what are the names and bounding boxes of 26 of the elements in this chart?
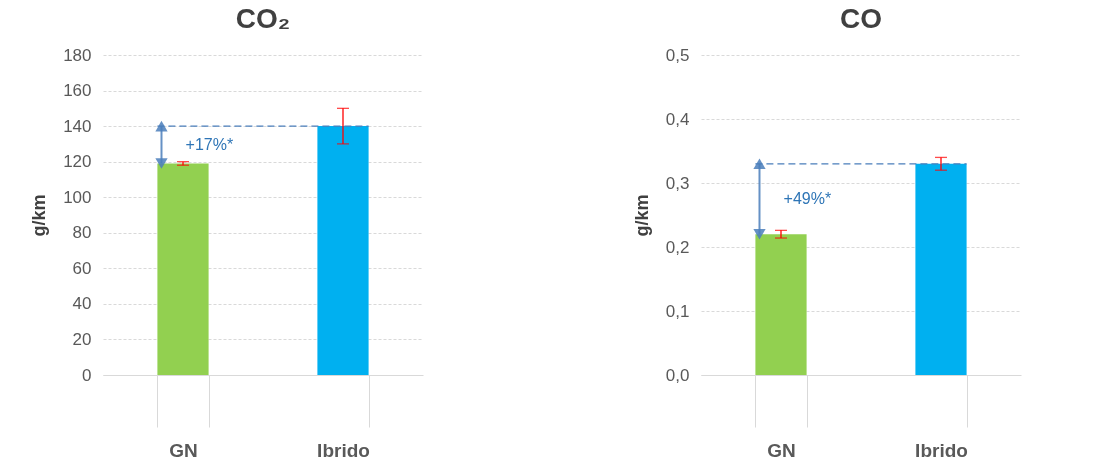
x-tick-label: Ibrido bbox=[317, 439, 370, 461]
y-tick-label: 80 bbox=[72, 223, 92, 243]
chart-title: CO bbox=[840, 3, 882, 34]
annotation: +17%* bbox=[185, 135, 234, 153]
y-tick-label: 20 bbox=[72, 329, 92, 349]
y-tick-label: 0,3 bbox=[665, 173, 690, 193]
y-tick-label: 0,2 bbox=[665, 237, 690, 257]
annotation: +49%* bbox=[783, 190, 832, 207]
y-tick-label: 0,1 bbox=[665, 301, 690, 321]
y-tick-label: 60 bbox=[72, 258, 92, 278]
y-tick-label: 160 bbox=[63, 81, 92, 101]
y-tick-label: 100 bbox=[63, 187, 92, 207]
y-axis-title: g/km bbox=[631, 194, 652, 237]
y-tick-label: 180 bbox=[63, 45, 92, 65]
y-tick-label: 0 bbox=[82, 365, 92, 385]
x-tick-label: GN bbox=[169, 439, 198, 461]
y-tick-label: 0,5 bbox=[665, 45, 690, 65]
y-tick-label: 40 bbox=[72, 294, 92, 314]
y-axis-title: g/km bbox=[29, 194, 50, 237]
x-tick-label: GN bbox=[767, 439, 796, 461]
chart-title: CO₂ bbox=[235, 3, 291, 34]
y-tick-label: 0,4 bbox=[665, 109, 690, 129]
y-tick-label: 0,0 bbox=[665, 365, 690, 385]
x-tick-label: Ibrido bbox=[915, 439, 968, 461]
y-tick-label: 140 bbox=[63, 116, 92, 136]
y-tick-label: 120 bbox=[63, 152, 92, 172]
